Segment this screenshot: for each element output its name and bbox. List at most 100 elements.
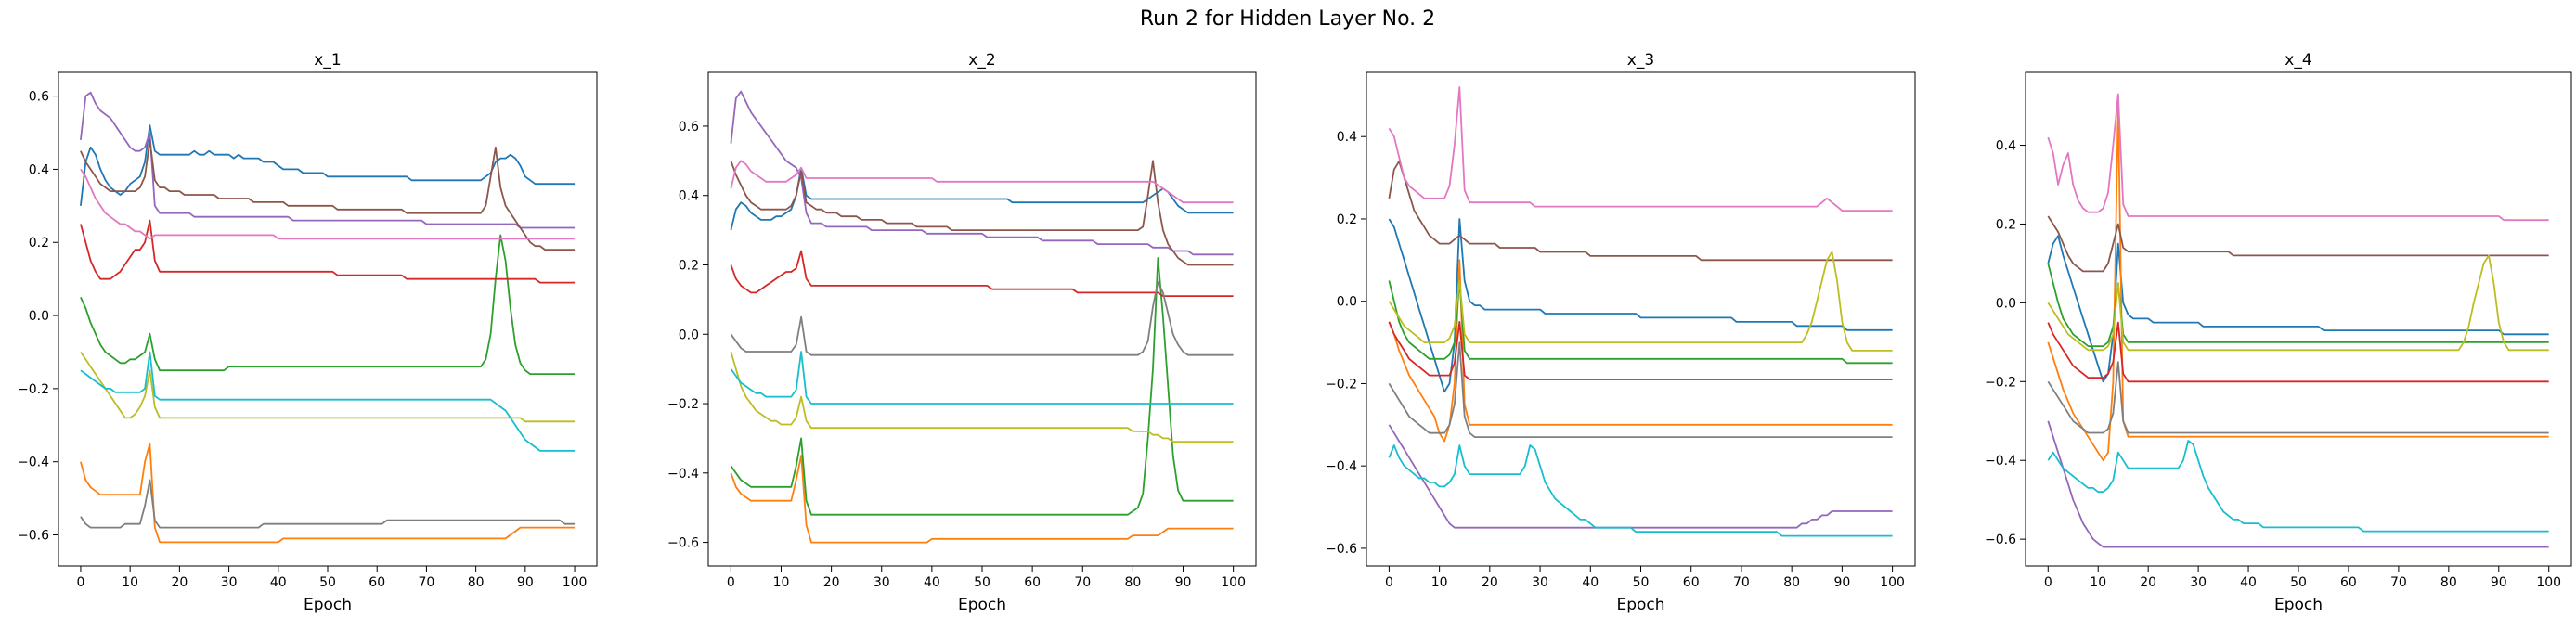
series-line [730,160,1234,266]
x-tick-label: 90 [1833,575,1850,590]
x-tick-label: 100 [2536,575,2561,590]
x-tick-label: 0 [76,575,84,590]
series-line [80,219,576,284]
y-tick-label: 0.4 [29,162,49,177]
series-line [80,351,576,423]
x-tick-label: 30 [221,575,238,590]
x-tick-label: 0 [727,575,735,590]
axes-frame [58,71,598,567]
series-line [730,160,1234,204]
series-line [1388,218,1893,393]
plot-area [1388,86,1893,537]
plot-area [80,91,576,544]
x-axis-label: Epoch [958,596,1006,614]
series-line [1388,341,1893,439]
x-tick-label: 80 [468,575,485,590]
plot-area [730,90,1234,544]
x-tick-label: 80 [2440,575,2457,590]
series-line [2047,440,2549,533]
x-axis-label: Epoch [304,596,352,614]
x-tick-label: 90 [1175,575,1192,590]
y-tick-label: −0.4 [1985,454,2016,469]
y-tick-label: 0.2 [679,258,699,273]
x-tick-label: 70 [1074,575,1091,590]
x-tick-label: 100 [563,575,588,590]
x-tick-label: 10 [122,575,138,590]
subplot-title: x_1 [314,51,341,70]
y-tick-label: −0.6 [1326,542,1357,557]
series-line [730,90,1234,256]
series-line [1388,444,1893,537]
x-tick-label: 60 [2340,575,2357,590]
x-tick-label: 50 [1633,575,1650,590]
series-line [730,455,1234,544]
y-tick-label: 0.2 [1337,212,1357,227]
subplot-2: 0 10 20 30 40 50 60 70 80 90 100 −0.6 −0.4 −0.2 0.0 0.2… [667,51,1257,614]
axes-frame [2025,71,2572,567]
subplot-title: x_2 [968,51,995,70]
x-tick-label: 40 [1582,575,1599,590]
y-tick-label: −0.2 [667,397,699,412]
series-line [80,351,576,452]
y-tick-label: 0.2 [1996,217,2016,232]
series-line [730,351,1234,405]
y-tick-label: 0.2 [29,236,49,251]
series-line [730,166,1234,231]
series-line [2047,93,2549,222]
x-tick-label: 10 [773,575,790,590]
series-line [1388,160,1893,262]
x-tick-label: 30 [1532,575,1548,590]
x-axis-label: Epoch [2274,596,2323,614]
series-line [80,479,576,529]
x-tick-label: 60 [1024,575,1041,590]
series-line [80,138,576,251]
series-line [2047,321,2549,383]
x-tick-label: 50 [319,575,336,590]
y-tick-label: −0.4 [18,456,49,470]
series-line [730,351,1234,443]
series-line [1388,320,1893,380]
x-tick-label: 90 [517,575,534,590]
x-tick-label: 10 [2090,575,2106,590]
series-line [1388,251,1893,352]
series-line [2047,263,2549,348]
series-line [2047,361,2549,434]
series-line [80,168,576,240]
subplot-3: 0 10 20 30 40 50 60 70 80 90 100 −0.6 −0.4 −0.2 0.0 0.2… [1326,51,1916,614]
y-tick-label: 0.0 [1337,295,1357,310]
series-line [2047,215,2549,273]
x-axis-label: Epoch [1616,596,1664,614]
y-tick-label: 0.0 [29,309,49,324]
x-tick-label: 80 [1783,575,1800,590]
series-line [730,257,1234,516]
x-tick-label: 10 [1431,575,1448,590]
x-tick-label: 0 [1385,575,1393,590]
y-tick-label: 0.0 [1996,296,2016,311]
x-tick-label: 70 [419,575,435,590]
series-line [1388,259,1893,443]
y-tick-label: 0.0 [679,328,699,342]
series-line [1388,279,1893,365]
series-line [2047,420,2549,548]
subplot-4: 0 10 20 30 40 50 60 70 80 90 100 −0.6 −0.4 −0.2 0.0 0.2… [1985,51,2572,614]
y-tick-label: 0.6 [679,120,699,135]
series-line [2047,254,2549,352]
axes-frame [1366,71,1916,567]
y-tick-label: −0.6 [1985,533,2016,547]
plot-area [2047,93,2549,548]
y-tick-label: −0.4 [667,467,699,482]
x-tick-label: 50 [974,575,990,590]
axes-frame [707,71,1257,567]
x-tick-label: 30 [874,575,890,590]
x-tick-label: 100 [1880,575,1905,590]
figure-title: Run 2 for Hidden Layer No. 2 [1140,7,1435,31]
y-tick-label: −0.4 [1326,459,1357,474]
y-tick-label: 0.4 [1996,139,2016,154]
subplot-1: 0 10 20 30 40 50 60 70 80 90 100 −0.6 −0.4 −0.2 0.0 0.2… [18,51,598,614]
x-tick-label: 40 [2240,575,2257,590]
x-tick-label: 90 [2491,575,2507,590]
series-line [730,250,1234,298]
x-tick-label: 40 [924,575,940,590]
x-tick-label: 50 [2290,575,2307,590]
